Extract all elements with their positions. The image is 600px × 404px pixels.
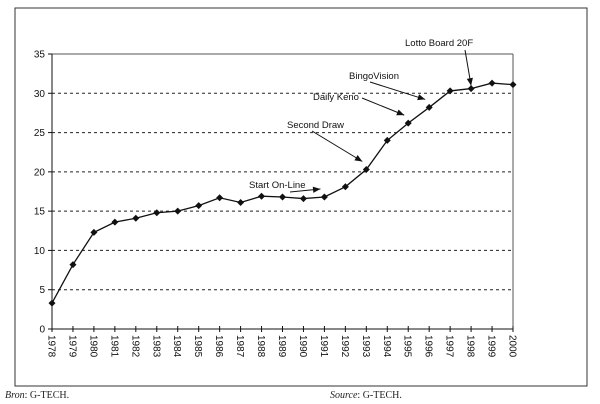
annotation-arrow [361,97,405,116]
x-tick-label: 1992 [339,335,350,358]
y-tick-label: 5 [39,285,45,296]
arrow-head [466,77,473,86]
annotation-arrow [369,81,426,100]
data-point [132,214,140,222]
chart-frame [14,7,588,387]
data-point [404,119,412,127]
data-point [383,136,391,144]
data-point [488,79,496,87]
data-point [195,202,203,210]
x-tick-label: 1988 [255,335,266,358]
y-tick-label: 0 [39,325,45,336]
y-tick-label: 10 [34,246,46,257]
x-tick-label: 1997 [444,335,455,358]
data-point [153,209,161,217]
annotation-label: Daily Keno [313,92,359,103]
footer-source-nl: Bron: G-TECH. [5,390,70,401]
annotation-label: Lotto Board 20F [405,38,473,49]
data-point [111,218,119,226]
y-tick-label: 30 [34,89,46,100]
series-line [51,82,514,304]
data-point [237,199,245,206]
data-point [320,193,328,201]
x-tick-label: 1989 [276,335,287,358]
x-tick-label: 1987 [234,335,245,358]
x-tick-label: 1986 [213,335,224,358]
data-point [174,207,182,215]
x-tick-label: 1998 [465,335,476,358]
data-point [341,183,349,191]
x-tick-label: 1981 [108,335,119,358]
data-point [509,81,517,89]
footer-source-en: Source: G-TECH. [330,390,402,401]
data-point [258,192,266,200]
x-tick-label: 1996 [423,335,434,358]
x-tick-label: 1983 [150,335,161,358]
x-tick-label: 1980 [87,335,98,358]
y-tick-label: 15 [34,207,46,218]
annotation-label: Second Draw [287,120,344,131]
y-tick-label: 25 [34,128,46,139]
annotation-label: Start On-Line [249,180,306,191]
x-tick-label: 1979 [66,335,77,358]
data-point [216,194,224,202]
arrow-head [417,94,426,101]
data-point [362,166,370,173]
data-point [446,87,454,95]
arrow-head [396,109,405,116]
x-tick-label: 1978 [46,335,57,358]
data-point [467,85,475,93]
data-point [69,261,77,269]
x-tick-label: 1982 [129,335,140,358]
x-tick-label: 1999 [486,335,497,358]
y-tick-label: 20 [34,167,46,178]
annotation-label: BingoVision [349,71,399,82]
arrow-head [354,155,363,162]
x-tick-label: 1984 [171,335,182,358]
data-point [279,193,286,201]
x-tick-label: 1985 [192,335,203,358]
data-point [90,228,98,236]
data-point [299,195,307,203]
x-tick-label: 1990 [297,335,308,358]
annotation-arrow [311,130,363,162]
x-tick-label: 1993 [360,335,371,358]
y-tick-label: 35 [34,50,46,61]
x-tick-label: 1994 [381,335,392,358]
x-tick-label: 1991 [318,335,329,358]
x-tick-label: 1995 [402,335,413,358]
x-tick-label: 2000 [507,335,518,358]
arrow-head [312,186,321,193]
data-point [425,103,433,111]
data-point [48,299,56,307]
